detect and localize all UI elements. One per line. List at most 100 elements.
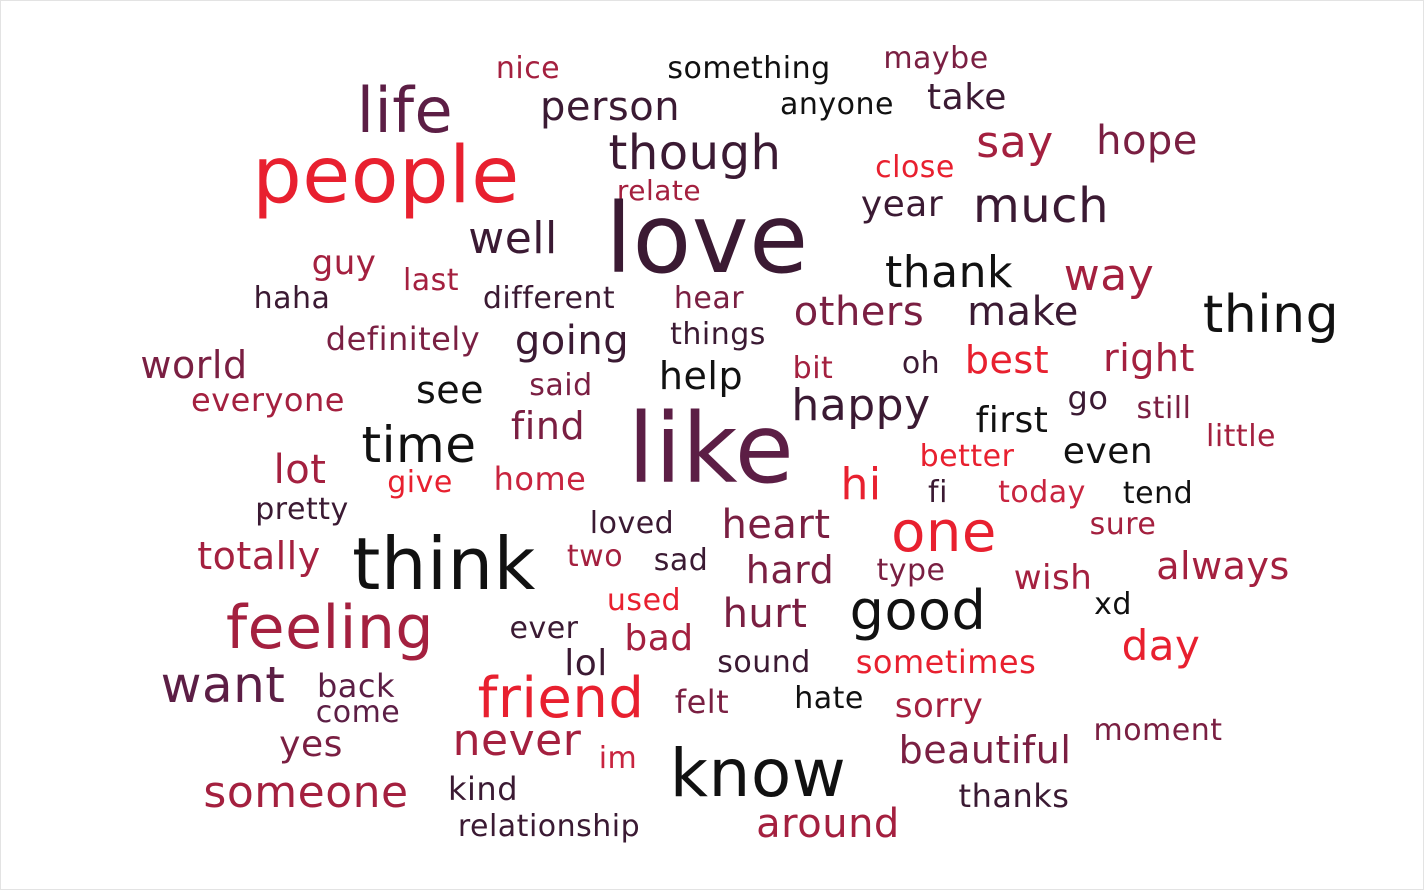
word-hard: hard: [745, 548, 835, 592]
word-home: home: [493, 460, 587, 498]
word-different: different: [482, 281, 616, 316]
word-sound: sound: [717, 645, 811, 680]
word-ever: ever: [509, 611, 579, 646]
word-well: well: [468, 213, 558, 264]
word-haha: haha: [253, 281, 331, 316]
word-nice: nice: [495, 51, 561, 86]
word-sorry: sorry: [894, 686, 984, 726]
word-tend: tend: [1122, 476, 1194, 511]
word-felt: felt: [674, 683, 730, 721]
word-going: going: [514, 318, 630, 364]
word-definitely: definitely: [325, 320, 481, 358]
word-im: im: [598, 741, 638, 776]
word-something: something: [667, 51, 831, 86]
word-make: make: [967, 289, 1079, 335]
word-know: know: [669, 735, 847, 812]
word-relate: relate: [616, 174, 702, 207]
word-still: still: [1136, 391, 1192, 426]
word-best: best: [964, 338, 1050, 382]
word-last: last: [402, 263, 460, 298]
word-love: love: [605, 183, 809, 295]
word-year: year: [860, 184, 944, 225]
word-help: help: [658, 354, 744, 398]
word-kind: kind: [447, 770, 519, 808]
word-like: like: [627, 393, 795, 505]
word-anyone: anyone: [780, 87, 894, 122]
word-little: little: [1206, 419, 1276, 454]
word-loved: loved: [589, 506, 675, 541]
word-bit: bit: [792, 351, 834, 386]
word-bad: bad: [624, 618, 694, 659]
word-back: back: [316, 667, 396, 705]
word-thank: thank: [885, 247, 1013, 298]
word-say: say: [976, 117, 1054, 168]
word-someone: someone: [203, 767, 409, 818]
word-oh: oh: [901, 346, 941, 381]
word-said: said: [529, 368, 593, 403]
word-never: never: [452, 715, 582, 766]
word-thing: thing: [1202, 285, 1340, 345]
word-day: day: [1121, 621, 1201, 670]
word-good: good: [849, 579, 987, 642]
word-find: find: [510, 404, 586, 448]
word-give: give: [387, 465, 453, 500]
word-feeling: feeling: [226, 593, 434, 663]
word-xd: xd: [1094, 587, 1132, 622]
word-fi: fi: [928, 475, 948, 510]
word-much: much: [973, 178, 1109, 234]
word-sure: sure: [1089, 507, 1157, 542]
word-go: go: [1067, 379, 1109, 417]
word-beautiful: beautiful: [898, 728, 1072, 772]
word-lot: lot: [273, 447, 327, 493]
word-time: time: [361, 416, 477, 474]
word-always: always: [1156, 544, 1290, 588]
word-wish: wish: [1013, 558, 1093, 598]
word-today: today: [998, 475, 1086, 510]
word-one: one: [891, 500, 997, 565]
word-yes: yes: [279, 724, 343, 765]
word-hi: hi: [840, 459, 882, 510]
word-see: see: [415, 368, 485, 412]
word-two: two: [566, 539, 624, 574]
word-first: first: [975, 400, 1049, 441]
word-guy: guy: [311, 243, 377, 283]
word-people: people: [252, 131, 520, 221]
word-things: things: [670, 317, 766, 352]
word-pretty: pretty: [255, 492, 349, 527]
word-take: take: [927, 77, 1007, 118]
word-come: come: [315, 695, 401, 730]
word-even: even: [1062, 431, 1154, 472]
word-heart: heart: [721, 502, 831, 548]
word-think: think: [352, 522, 536, 606]
word-hate: hate: [794, 681, 864, 716]
word-person: person: [539, 84, 681, 130]
word-thanks: thanks: [958, 777, 1070, 815]
word-way: way: [1063, 250, 1155, 301]
word-sad: sad: [653, 543, 709, 578]
word-sometimes: sometimes: [855, 643, 1037, 681]
word-close: close: [875, 150, 955, 185]
word-hurt: hurt: [722, 591, 808, 637]
word-used: used: [606, 583, 682, 618]
word-type: type: [876, 553, 946, 588]
word-others: others: [793, 289, 925, 335]
word-totally: totally: [197, 534, 321, 578]
word-hope: hope: [1096, 118, 1198, 164]
word-life: life: [356, 74, 454, 147]
word-everyone: everyone: [191, 381, 345, 419]
word-world: world: [140, 343, 248, 387]
word-friend: friend: [477, 666, 645, 731]
word-want: want: [160, 656, 286, 714]
word-maybe: maybe: [883, 41, 989, 76]
word-right: right: [1103, 336, 1195, 380]
word-hear: hear: [673, 281, 745, 316]
word-around: around: [756, 801, 900, 847]
word-though: though: [608, 125, 782, 181]
word-better: better: [919, 439, 1015, 474]
word-relationship: relationship: [457, 809, 641, 844]
word-moment: moment: [1093, 713, 1223, 748]
word-happy: happy: [791, 380, 931, 431]
word-lol: lol: [564, 643, 608, 684]
